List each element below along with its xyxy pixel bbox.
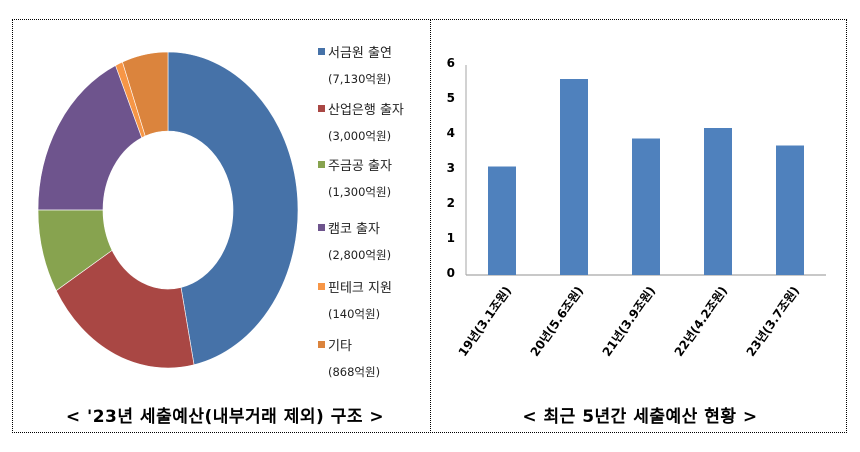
y-tick-label: 1 bbox=[446, 231, 455, 245]
donut-slice bbox=[122, 51, 169, 137]
legend-item: 주금공 출자 (1,300억원) bbox=[318, 155, 428, 205]
panel-divider bbox=[430, 19, 431, 433]
legend-value: (1,300억원) bbox=[328, 185, 392, 199]
legend-value: (868억원) bbox=[328, 365, 381, 379]
legend-swatch-icon bbox=[318, 161, 325, 168]
donut-slice bbox=[55, 249, 195, 369]
bar bbox=[776, 145, 804, 275]
legend-label: 기타 bbox=[328, 339, 352, 354]
legend-value: (7,130억원) bbox=[328, 72, 392, 86]
legend-label: 서금원 출연 bbox=[328, 46, 392, 61]
bar bbox=[632, 138, 660, 275]
legend-item: 산업은행 출자 (3,000억원) bbox=[318, 99, 428, 149]
y-tick-label: 4 bbox=[446, 126, 455, 140]
donut-chart bbox=[37, 51, 299, 369]
donut-chart-caption: < '23년 세출예산(내부거래 제외) 구조 > bbox=[65, 407, 385, 427]
legend-item: 캠코 출자 (2,800억원) bbox=[318, 218, 428, 268]
y-tick-label: 0 bbox=[446, 266, 455, 280]
bar-chart-caption: < 최근 5년간 세출예산 현황 > bbox=[522, 407, 758, 427]
legend-label: 산업은행 출자 bbox=[328, 103, 404, 118]
legend-swatch-icon bbox=[318, 48, 325, 55]
legend-swatch-icon bbox=[318, 341, 325, 348]
legend-label: 핀테크 지원 bbox=[328, 281, 392, 296]
legend-swatch-icon bbox=[318, 283, 325, 290]
bar-chart bbox=[465, 65, 826, 276]
outer-frame bbox=[12, 19, 847, 433]
legend-swatch-icon bbox=[318, 105, 325, 112]
y-tick-label: 2 bbox=[446, 196, 455, 210]
donut-slice bbox=[167, 51, 299, 366]
legend-item: 핀테크 지원 (140억원) bbox=[318, 277, 428, 327]
legend-value: (140억원) bbox=[328, 307, 381, 321]
y-tick-label: 5 bbox=[446, 91, 455, 105]
donut-slice bbox=[37, 65, 143, 211]
y-tick-label: 6 bbox=[446, 56, 455, 70]
legend-item: 서금원 출연 (7,130억원) bbox=[318, 42, 428, 92]
bar bbox=[704, 128, 732, 275]
legend-swatch-icon bbox=[318, 224, 325, 231]
legend-item: 기타 (868억원) bbox=[318, 335, 428, 385]
legend-label: 주금공 출자 bbox=[328, 159, 392, 174]
y-tick-label: 3 bbox=[446, 161, 455, 175]
donut-chart-panel: 서금원 출연 (7,130억원) 산업은행 출자 (3,000억원) 주금공 출자 (1,… bbox=[13, 20, 430, 432]
legend-value: (2,800억원) bbox=[328, 248, 392, 262]
bar bbox=[560, 79, 588, 275]
legend-label: 캠코 출자 bbox=[328, 222, 380, 237]
legend-value: (3,000억원) bbox=[328, 129, 392, 143]
bar bbox=[488, 166, 516, 275]
